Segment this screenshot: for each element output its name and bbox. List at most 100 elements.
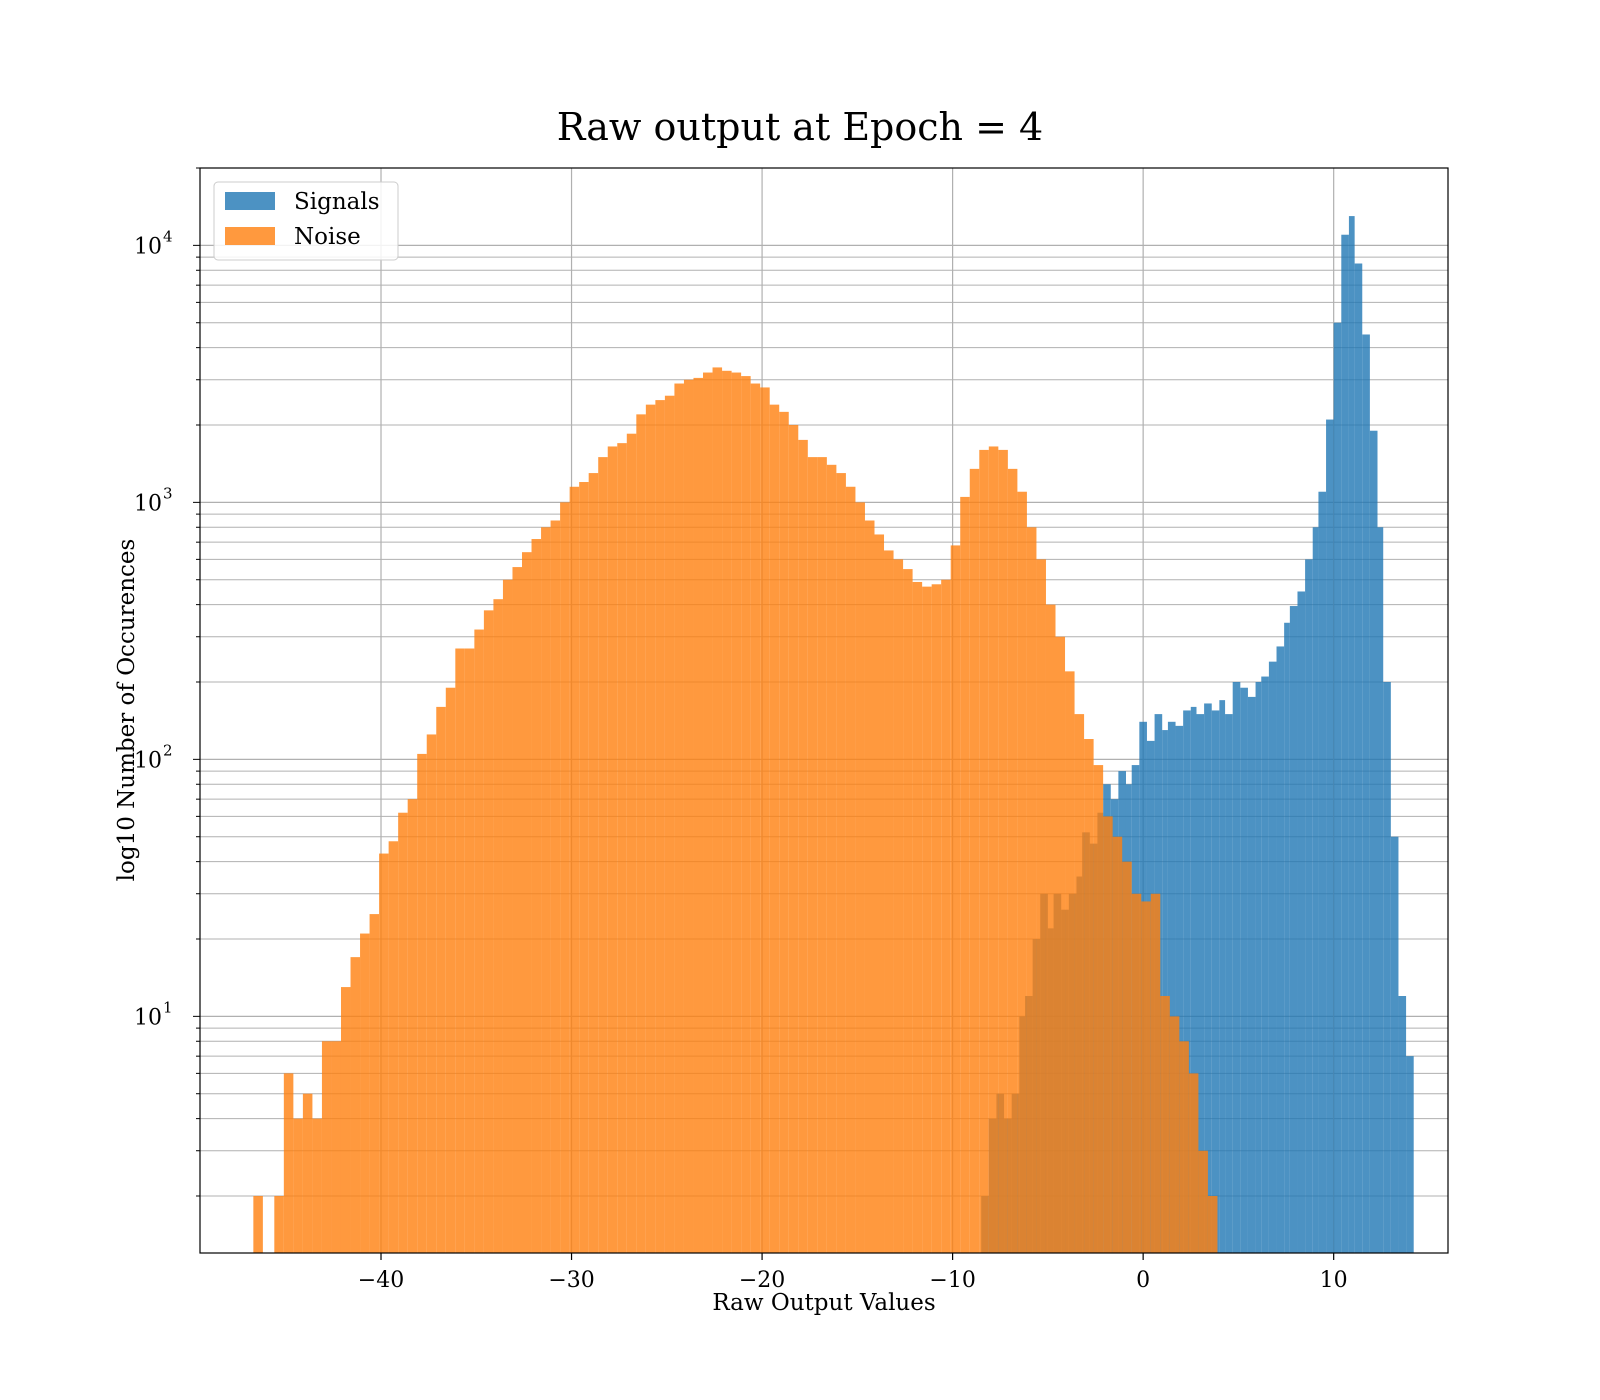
histogram-bar-noise: [645, 404, 656, 1254]
histogram-bar-noise: [369, 914, 380, 1253]
legend-label-noise: Noise: [294, 224, 361, 250]
histogram-bar-noise: [436, 706, 446, 1253]
histogram-bar-noise: [398, 812, 408, 1253]
histogram-bar-noise: [969, 468, 980, 1253]
histogram-bar-signals: [1162, 730, 1168, 1253]
histogram-bar-signals: [1232, 681, 1241, 1253]
histogram-bar-signals: [1354, 263, 1363, 1254]
histogram-bar-signals: [1390, 836, 1399, 1253]
histogram-bar-noise: [321, 1041, 332, 1253]
legend: Signals Noise: [213, 181, 399, 261]
histogram-bar-noise: [340, 987, 351, 1253]
histogram-bar-signals: [1219, 700, 1226, 1253]
histogram-bar-noise: [302, 1093, 313, 1253]
histogram-bar-noise: [864, 520, 875, 1253]
histogram-bar-noise: [617, 443, 627, 1253]
histogram-bar-noise: [1017, 491, 1027, 1253]
histogram-bar-noise: [807, 457, 818, 1253]
histogram-bar-signals: [1326, 419, 1334, 1253]
histogram-bar-signals: [1289, 606, 1298, 1253]
histogram-bar-noise: [960, 496, 970, 1254]
histogram-bar-signals: [1348, 216, 1355, 1254]
histogram-bar-noise: [855, 502, 865, 1253]
histogram-bar-noise: [293, 1118, 303, 1253]
histogram-bar-noise: [1065, 671, 1075, 1253]
histogram-bar-noise: [845, 486, 856, 1253]
legend-swatch-signals: [225, 192, 275, 210]
histogram-bar-signals: [1284, 622, 1290, 1253]
histogram-bar-signals: [1240, 687, 1248, 1253]
histogram-bar-noise: [1084, 739, 1094, 1253]
histogram-bar-noise: [1198, 1150, 1208, 1253]
histogram-bar-noise: [1188, 1073, 1199, 1253]
histogram-bar-noise: [274, 1195, 284, 1253]
plot-frame: [199, 167, 1449, 1254]
histogram-bar-noise: [579, 482, 589, 1253]
legend-label-signals: Signals: [294, 189, 380, 215]
histogram-bar-noise: [1026, 527, 1037, 1253]
histogram-bar-noise: [769, 404, 780, 1254]
x-axis: −40 −30 −20 −10 0 10: [358, 1253, 1348, 1293]
histogram-bar-noise: [750, 383, 761, 1254]
x-tick-label: −10: [929, 1268, 975, 1293]
histogram-bar-signals: [1377, 527, 1384, 1253]
histogram-bar-noise: [950, 545, 961, 1253]
histogram-bar-noise: [1112, 836, 1123, 1253]
histogram-bar-noise: [817, 457, 827, 1253]
histogram-bar-noise: [531, 539, 542, 1253]
histogram-bar-noise: [474, 629, 484, 1253]
histogram-bar-noise: [893, 559, 904, 1253]
histogram-bar-signals: [1196, 714, 1205, 1253]
histogram-bar-noise: [283, 1073, 294, 1253]
chart-title: Raw output at Epoch = 4: [557, 105, 1043, 149]
histogram-bar-noise: [1103, 816, 1113, 1253]
histogram-bar-noise: [1131, 893, 1142, 1253]
histogram-bar-noise: [741, 376, 751, 1253]
histogram-bar-noise: [1179, 1041, 1189, 1253]
histogram-bar-noise: [560, 502, 570, 1253]
histogram-bar-signals: [1398, 996, 1407, 1253]
histogram-bar-signals: [1261, 676, 1269, 1253]
histogram-bar-noise: [493, 599, 503, 1253]
histogram-bar-noise: [1150, 893, 1161, 1253]
histogram-bar-signals: [1369, 430, 1378, 1253]
histogram-bar-noise: [445, 687, 456, 1253]
histogram-bar-noise: [779, 411, 789, 1253]
histogram-bar-noise: [607, 446, 618, 1254]
histogram-bar-noise: [760, 387, 770, 1254]
histogram-bar-noise: [941, 579, 951, 1253]
histogram-bar-signals: [1175, 725, 1184, 1253]
histogram-bar-signals: [1255, 681, 1262, 1253]
histogram-bar-noise: [1141, 901, 1151, 1253]
histogram-bar-noise: [512, 567, 523, 1253]
histogram-bar-signals: [1167, 721, 1176, 1253]
histogram-bar-noise: [798, 439, 808, 1253]
x-axis-label: Raw Output Values: [712, 1290, 935, 1316]
histogram-bar-noise: [1074, 714, 1085, 1253]
histogram-bar-signals: [1204, 703, 1212, 1253]
legend-swatch-noise: [225, 227, 275, 245]
histogram-bar-noise: [884, 550, 894, 1253]
histogram-bar-noise: [1169, 1016, 1180, 1253]
histogram-bar-noise: [712, 367, 723, 1253]
histogram-bar-noise: [379, 853, 389, 1253]
histogram-bar-noise: [912, 581, 923, 1253]
histogram-bar-signals: [1362, 334, 1370, 1253]
histogram-bar-noise: [636, 414, 646, 1253]
y-tick-label: 10: [134, 234, 162, 259]
x-tick-label: −20: [739, 1268, 785, 1293]
histogram-bar-noise: [360, 933, 370, 1253]
histogram-bar-noise: [693, 377, 704, 1253]
series-noise: [253, 367, 1218, 1254]
histogram-bar-noise: [1160, 996, 1170, 1253]
histogram-bar-noise: [1093, 765, 1104, 1253]
histogram-bar-noise: [683, 379, 694, 1254]
histogram-bar-noise: [836, 473, 846, 1253]
histogram-bar-noise: [1122, 861, 1132, 1253]
histogram-bar-noise: [1045, 604, 1056, 1253]
histogram-bar-noise: [598, 457, 608, 1253]
histogram-bar-signals: [1225, 714, 1233, 1253]
histogram-bar-noise: [350, 957, 361, 1253]
histogram-bar-signals: [1297, 591, 1306, 1253]
